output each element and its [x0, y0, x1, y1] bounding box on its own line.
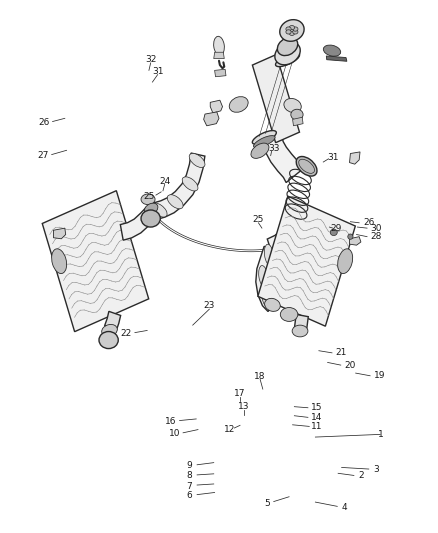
Text: 26: 26	[363, 219, 374, 227]
Text: 3: 3	[373, 465, 379, 473]
Ellipse shape	[189, 154, 205, 167]
Text: 33: 33	[268, 144, 280, 152]
Ellipse shape	[251, 143, 269, 158]
Text: 12: 12	[224, 425, 235, 433]
Ellipse shape	[102, 325, 117, 336]
Text: 30: 30	[370, 224, 381, 232]
Polygon shape	[148, 153, 205, 221]
Ellipse shape	[265, 244, 273, 265]
Ellipse shape	[290, 26, 295, 30]
Text: 20: 20	[345, 361, 356, 369]
Text: 8: 8	[186, 472, 192, 480]
Ellipse shape	[292, 325, 308, 337]
Text: 26: 26	[38, 118, 49, 127]
Text: 5: 5	[264, 499, 270, 507]
Text: 14: 14	[311, 413, 322, 422]
Text: 29: 29	[331, 224, 342, 232]
Text: 27: 27	[37, 151, 49, 160]
Ellipse shape	[276, 53, 300, 67]
Polygon shape	[210, 100, 223, 113]
Text: 6: 6	[186, 491, 192, 500]
Ellipse shape	[262, 286, 271, 307]
Ellipse shape	[214, 36, 224, 55]
Text: 9: 9	[186, 462, 192, 470]
Ellipse shape	[265, 298, 280, 311]
Ellipse shape	[338, 249, 353, 273]
Text: 15: 15	[311, 403, 322, 412]
Ellipse shape	[280, 308, 298, 321]
Text: 2: 2	[359, 471, 364, 480]
Text: 11: 11	[311, 422, 323, 431]
Polygon shape	[293, 117, 303, 126]
Ellipse shape	[330, 229, 337, 236]
Text: 28: 28	[370, 232, 381, 241]
Ellipse shape	[275, 42, 300, 65]
Ellipse shape	[280, 20, 304, 41]
Polygon shape	[350, 152, 360, 164]
Polygon shape	[214, 52, 224, 59]
Ellipse shape	[254, 135, 275, 148]
Ellipse shape	[286, 30, 291, 34]
Ellipse shape	[284, 99, 301, 112]
Text: 10: 10	[169, 430, 180, 438]
Ellipse shape	[141, 194, 155, 205]
Text: 22: 22	[120, 329, 132, 338]
Text: 23: 23	[204, 302, 215, 310]
Polygon shape	[204, 112, 219, 126]
Polygon shape	[263, 135, 303, 182]
Text: 32: 32	[145, 55, 156, 64]
Polygon shape	[105, 311, 120, 332]
Polygon shape	[252, 54, 300, 143]
Ellipse shape	[52, 249, 67, 273]
Ellipse shape	[151, 203, 167, 217]
Text: 13: 13	[238, 402, 249, 410]
Ellipse shape	[145, 203, 158, 215]
Polygon shape	[256, 246, 277, 311]
Ellipse shape	[229, 96, 248, 112]
Text: 25: 25	[253, 215, 264, 224]
Text: 18: 18	[254, 372, 266, 381]
Polygon shape	[258, 196, 355, 326]
Text: 17: 17	[234, 390, 246, 398]
Text: 25: 25	[143, 192, 155, 200]
Ellipse shape	[293, 27, 298, 31]
Polygon shape	[267, 209, 307, 260]
Ellipse shape	[252, 131, 276, 144]
Polygon shape	[42, 191, 149, 332]
Polygon shape	[120, 207, 155, 240]
Polygon shape	[53, 228, 66, 239]
Polygon shape	[215, 69, 226, 77]
Ellipse shape	[296, 157, 317, 176]
Text: 16: 16	[165, 417, 177, 425]
Ellipse shape	[323, 45, 341, 56]
Polygon shape	[326, 56, 347, 61]
Text: 24: 24	[159, 177, 170, 185]
Text: 1: 1	[378, 430, 384, 439]
Ellipse shape	[348, 234, 353, 239]
Ellipse shape	[290, 31, 295, 36]
Text: 31: 31	[327, 154, 339, 162]
Text: 4: 4	[342, 504, 347, 512]
Text: 21: 21	[335, 349, 346, 357]
Text: 7: 7	[186, 482, 192, 490]
Ellipse shape	[291, 109, 303, 120]
Polygon shape	[350, 237, 361, 245]
Ellipse shape	[277, 37, 298, 55]
Ellipse shape	[167, 195, 183, 209]
Ellipse shape	[259, 265, 268, 287]
Text: 31: 31	[152, 67, 163, 76]
Ellipse shape	[141, 210, 160, 227]
Polygon shape	[294, 314, 308, 330]
Ellipse shape	[99, 332, 118, 349]
Ellipse shape	[182, 177, 198, 191]
Text: 19: 19	[374, 372, 386, 380]
Ellipse shape	[293, 30, 298, 34]
Ellipse shape	[286, 27, 291, 31]
